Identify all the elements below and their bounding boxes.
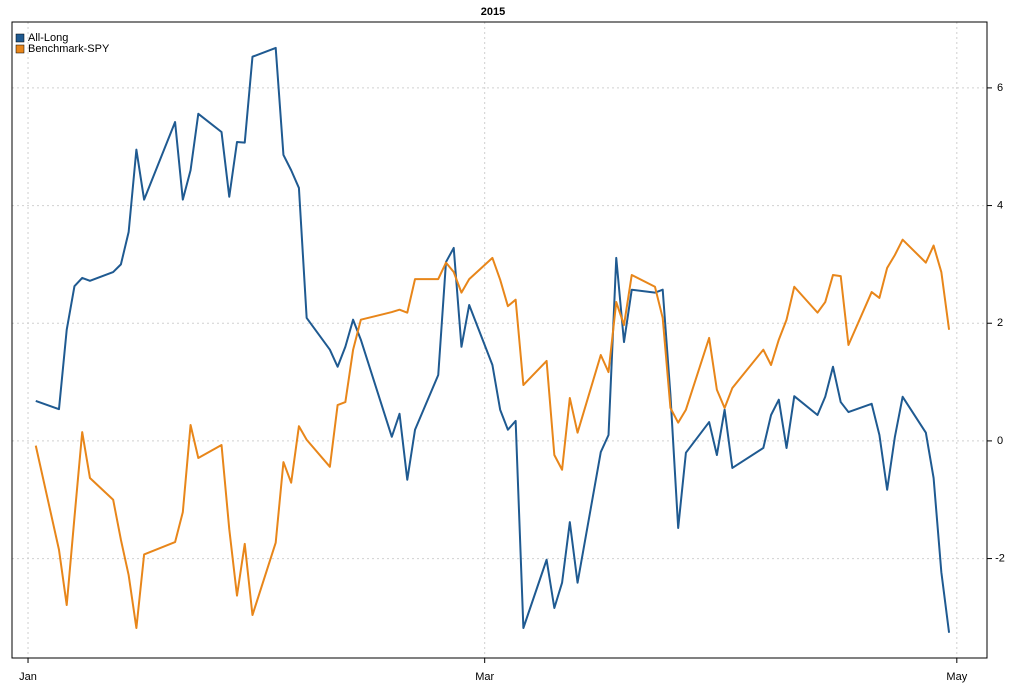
y-tick-label: 4 bbox=[997, 199, 1003, 211]
series-line bbox=[35, 46, 951, 633]
chart-title: 2015 bbox=[481, 6, 505, 18]
x-tick-label: Mar bbox=[475, 671, 494, 683]
plot-frame bbox=[11, 21, 988, 659]
x-tick-label: May bbox=[946, 671, 967, 683]
legend-swatch bbox=[15, 44, 25, 54]
legend-label: All-Long bbox=[28, 32, 68, 44]
x-tick-label: Jan bbox=[19, 671, 37, 683]
series-line bbox=[34, 238, 951, 629]
y-tick-label: 0 bbox=[997, 435, 1003, 447]
legend-swatch bbox=[15, 33, 25, 43]
y-tick-label: 6 bbox=[997, 82, 1003, 94]
legend-label: Benchmark-SPY bbox=[28, 43, 110, 55]
y-tick-label: -2 bbox=[995, 552, 1005, 564]
y-tick-label: 2 bbox=[997, 317, 1003, 329]
